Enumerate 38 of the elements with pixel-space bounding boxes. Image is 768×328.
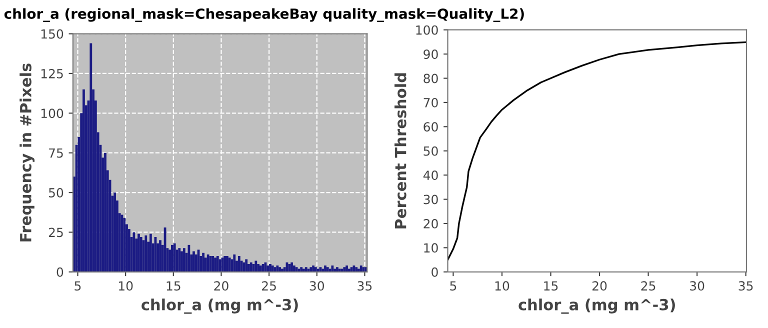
x-tick-label: 5 [74,281,81,291]
x-tick-label: 5 [450,281,456,291]
y-tick-label: 25 [48,228,63,238]
x-tick-label: 30 [310,281,324,291]
x-tick-label: 30 [690,281,704,291]
x-tick-label: 10 [118,281,133,291]
y-tick-label: 20 [424,218,438,228]
y-tick-label: 60 [424,122,438,132]
x-tick-label: 35 [738,281,753,291]
x-axis-title: chlor_a (mg m^-3) [142,298,298,314]
y-tick-label: 50 [424,146,438,156]
line-series [448,41,746,261]
x-tick-label: 25 [262,281,276,291]
x-tick-label: 35 [358,281,372,291]
y-tick-label: 150 [41,29,64,39]
y-tick-label: 75 [49,148,63,158]
y-tick-label: 70 [424,98,438,108]
y-tick-label: 100 [41,108,64,118]
y-axis-title: Percent Threshold [394,73,406,228]
x-tick-label: 25 [641,281,656,291]
y-axis-title: Frequency in #Pixels [20,64,35,242]
y-tick-label: 90 [424,50,438,59]
chart-title: chlor_a (regional_mask=ChesapeakeBay quality_mask=Quality_L2) [4,8,524,22]
x-tick-label: 15 [544,281,558,291]
y-tick-label: 100 [416,25,438,35]
y-tick-label: 10 [424,243,438,253]
x-axis-title: chlor_a (mg m^-3) [518,298,675,314]
y-tick-label: 40 [423,170,438,180]
x-tick-label: 10 [495,281,510,291]
y-tick-label: 0 [432,267,438,277]
y-tick-label: 125 [41,68,63,78]
x-tick-label: 20 [214,281,228,291]
x-tick-label: 15 [166,281,180,291]
y-tick-label: 80 [424,74,438,84]
y-tick-label: 50 [48,188,64,198]
y-tick-label: 30 [424,194,438,204]
x-tick-label: 20 [592,281,607,291]
y-tick-label: 0 [56,267,64,277]
